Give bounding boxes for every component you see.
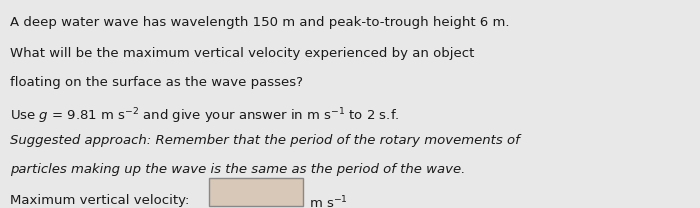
Text: Suggested approach: Remember that the period of the rotary movements of: Suggested approach: Remember that the pe… [10,134,520,147]
Text: Maximum vertical velocity:: Maximum vertical velocity: [10,194,190,208]
Text: floating on the surface as the wave passes?: floating on the surface as the wave pass… [10,76,304,89]
Text: m s$^{-1}$: m s$^{-1}$ [309,194,348,208]
Text: particles making up the wave is the same as the period of the wave.: particles making up the wave is the same… [10,163,466,176]
Text: What will be the maximum vertical velocity experienced by an object: What will be the maximum vertical veloci… [10,47,475,60]
FancyBboxPatch shape [209,178,303,206]
Text: Use $g$ = 9.81 m s$^{-2}$ and give your answer in m s$^{-1}$ to 2 s.f.: Use $g$ = 9.81 m s$^{-2}$ and give your … [10,106,400,126]
Text: A deep water wave has wavelength 150 m and peak-to-trough height 6 m.: A deep water wave has wavelength 150 m a… [10,16,510,28]
